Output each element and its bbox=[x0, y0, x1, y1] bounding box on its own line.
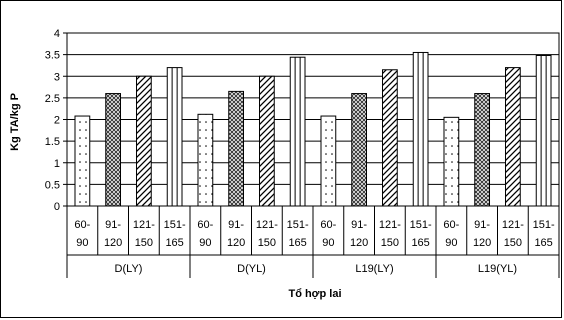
x-category-label: 150 bbox=[258, 237, 276, 249]
bar bbox=[536, 55, 551, 206]
bar bbox=[259, 76, 274, 206]
x-category-labels: 60- 90 91- 120 121- 150 151- 165 D(LY) 60- 90 91- 12… bbox=[74, 219, 555, 275]
x-category-label: 151- bbox=[410, 219, 432, 231]
x-category-label: 121- bbox=[256, 219, 278, 231]
bar bbox=[106, 94, 121, 206]
y-tick-label: 1.5 bbox=[45, 136, 60, 148]
y-tick-label: 4 bbox=[54, 28, 60, 40]
bar bbox=[444, 117, 459, 206]
x-category-label: 150 bbox=[504, 237, 522, 249]
y-tick-label: 0.5 bbox=[45, 179, 60, 191]
x-category-label: 90 bbox=[76, 237, 88, 249]
bar bbox=[352, 94, 367, 206]
x-category-label: 165 bbox=[534, 237, 552, 249]
x-group-label: L19(LY) bbox=[355, 263, 393, 275]
bars bbox=[75, 52, 551, 206]
x-category-label: 151- bbox=[287, 219, 309, 231]
bar bbox=[167, 68, 182, 206]
x-category-label: 60- bbox=[74, 219, 90, 231]
bar bbox=[290, 57, 305, 206]
x-category-label: 120 bbox=[227, 237, 245, 249]
x-axis-title: Tổ hợp lai bbox=[288, 288, 341, 300]
x-category-label: 121- bbox=[379, 219, 401, 231]
x-category-label: 165 bbox=[288, 237, 306, 249]
x-category-label: 91- bbox=[351, 219, 367, 231]
x-category-label: 120 bbox=[104, 237, 122, 249]
x-category-label: 91- bbox=[105, 219, 121, 231]
y-tick-label: 0 bbox=[54, 201, 60, 213]
x-category-label: 150 bbox=[381, 237, 399, 249]
y-tick-label: 2 bbox=[54, 115, 60, 127]
bar bbox=[413, 52, 428, 206]
x-group-label: L19(YL) bbox=[478, 263, 517, 275]
x-group-label: D(LY) bbox=[115, 263, 143, 275]
x-group-label: D(YL) bbox=[237, 263, 266, 275]
x-category-label: 150 bbox=[135, 237, 153, 249]
y-tick-label: 2.5 bbox=[45, 93, 60, 105]
bar bbox=[505, 68, 520, 206]
x-category-label: 90 bbox=[199, 237, 211, 249]
x-category-label: 91- bbox=[474, 219, 490, 231]
y-tick-labels: 0 0.5 1 1.5 2 2.5 3 3.5 4 bbox=[45, 28, 60, 213]
bar bbox=[136, 76, 151, 206]
bar bbox=[198, 114, 213, 206]
bar bbox=[382, 70, 397, 206]
x-category-label: 165 bbox=[165, 237, 183, 249]
x-category-label: 121- bbox=[502, 219, 524, 231]
x-category-label: 60- bbox=[320, 219, 336, 231]
x-category-label: 165 bbox=[411, 237, 429, 249]
x-category-label: 91- bbox=[228, 219, 244, 231]
x-category-label: 120 bbox=[473, 237, 491, 249]
x-category-label: 151- bbox=[164, 219, 186, 231]
y-tick-label: 1 bbox=[54, 158, 60, 170]
x-category-label: 120 bbox=[350, 237, 368, 249]
bar bbox=[229, 91, 244, 206]
x-category-label: 60- bbox=[197, 219, 213, 231]
bar bbox=[75, 116, 90, 206]
y-tick-label: 3.5 bbox=[45, 50, 60, 62]
x-category-label: 151- bbox=[533, 219, 555, 231]
x-category-label: 60- bbox=[443, 219, 459, 231]
y-tick-label: 3 bbox=[54, 71, 60, 83]
bar bbox=[321, 116, 336, 206]
bar bbox=[475, 94, 490, 206]
x-category-label: 90 bbox=[445, 237, 457, 249]
y-axis-title: Kg TA/kg P bbox=[9, 93, 21, 151]
x-category-label: 121- bbox=[133, 219, 155, 231]
x-category-label: 90 bbox=[322, 237, 334, 249]
